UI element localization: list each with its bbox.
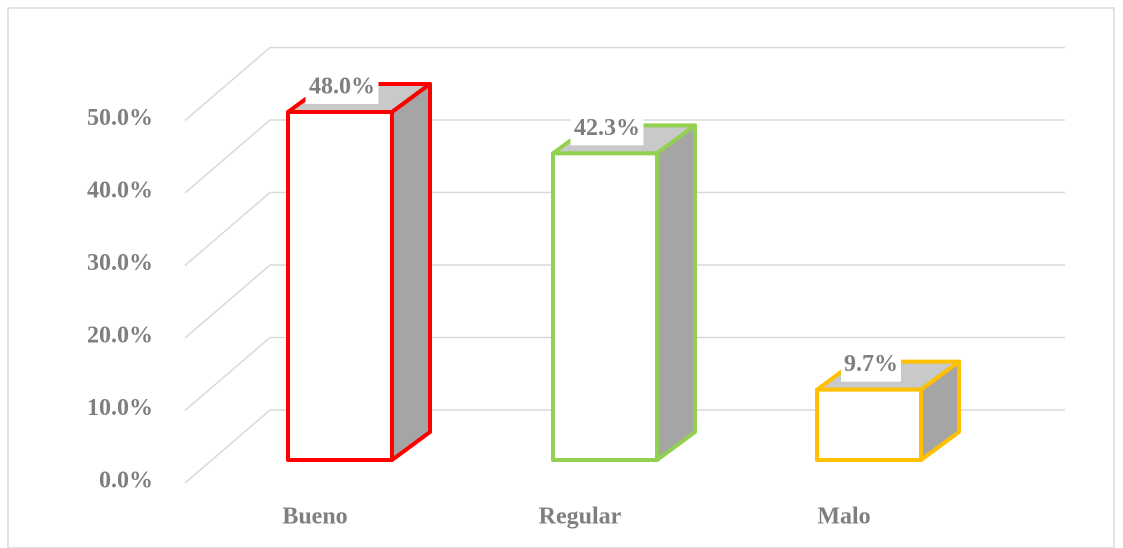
y-tick-label: 20.0% (87, 323, 153, 349)
x-tick-label: Malo (817, 504, 870, 530)
value-label: 42.3% (574, 115, 640, 141)
chart-frame (7, 7, 1115, 548)
grid-line-side (184, 336, 271, 412)
bar (286, 110, 394, 462)
bar (551, 151, 659, 462)
bar (815, 387, 923, 462)
bar-side (655, 123, 697, 462)
grid-line-side (184, 264, 271, 339)
value-label: 48.0% (309, 74, 375, 100)
y-tick-label: 40.0% (87, 178, 153, 204)
x-tick-label: Regular (539, 504, 622, 530)
grid-line-side (184, 191, 271, 267)
grid-line-side (184, 409, 271, 484)
grid-line-side (184, 46, 271, 122)
y-tick-label: 50.0% (87, 105, 153, 131)
value-label: 9.7% (844, 351, 898, 377)
grid-line-side (184, 119, 271, 194)
bar-side (390, 82, 432, 462)
y-tick-label: 30.0% (87, 250, 153, 276)
y-tick-label: 0.0% (99, 468, 153, 494)
x-tick-label: Bueno (282, 504, 347, 530)
y-tick-label: 10.0% (87, 395, 153, 421)
value-label-box (570, 113, 644, 146)
value-label-box (305, 72, 379, 104)
value-label-box (841, 349, 901, 382)
